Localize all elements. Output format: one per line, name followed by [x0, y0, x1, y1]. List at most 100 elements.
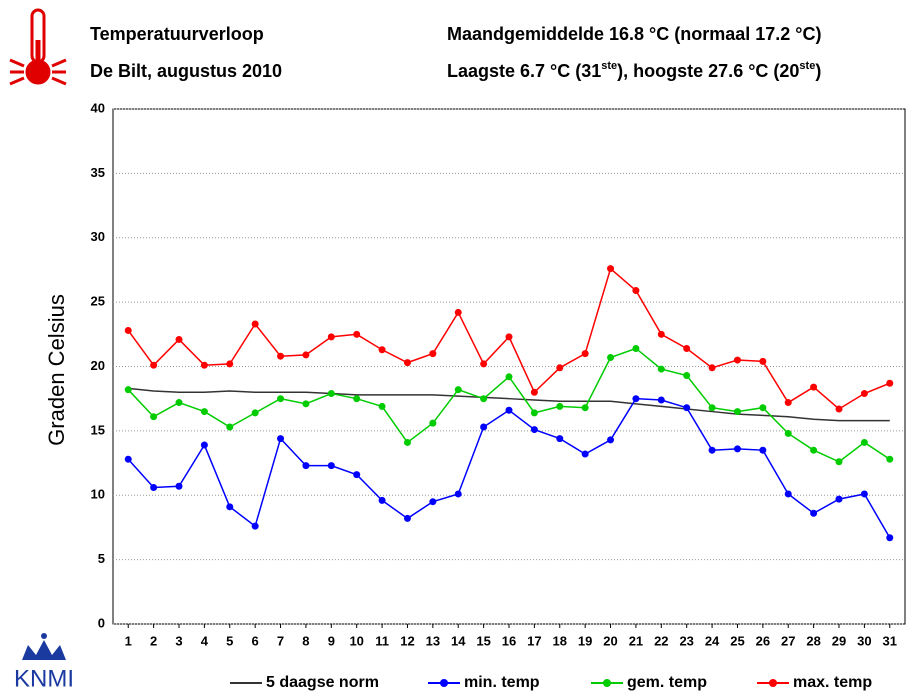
data-point: [607, 265, 614, 272]
data-point: [836, 458, 843, 465]
y-tick-label: 40: [91, 100, 105, 115]
legend-marker: [769, 679, 777, 687]
data-point: [277, 353, 284, 360]
data-point: [277, 435, 284, 442]
data-point: [150, 413, 157, 420]
x-tick-label: 23: [679, 633, 693, 648]
data-point: [683, 345, 690, 352]
data-point: [480, 360, 487, 367]
data-point: [480, 395, 487, 402]
x-tick-label: 12: [400, 633, 414, 648]
x-tick-label: 31: [883, 633, 897, 648]
legend-label: gem. temp: [627, 674, 707, 691]
data-point: [328, 333, 335, 340]
data-point: [861, 390, 868, 397]
y-tick-label: 15: [91, 422, 105, 437]
data-point: [810, 384, 817, 391]
data-point: [328, 390, 335, 397]
data-point: [150, 484, 157, 491]
x-tick-label: 18: [553, 633, 567, 648]
data-point: [531, 409, 538, 416]
x-tick-label: 27: [781, 633, 795, 648]
chart-title: Temperatuurverloop: [90, 24, 264, 44]
data-point: [683, 372, 690, 379]
data-point: [506, 333, 513, 340]
x-tick-label: 2: [150, 633, 157, 648]
x-tick-label: 11: [375, 633, 389, 648]
x-tick-label: 30: [857, 633, 871, 648]
legend-label: 5 daagse norm: [266, 674, 379, 691]
data-point: [429, 350, 436, 357]
data-point: [480, 424, 487, 431]
data-point: [861, 490, 868, 497]
data-point: [582, 404, 589, 411]
data-point: [785, 399, 792, 406]
knmi-crown: [22, 633, 66, 660]
data-point: [328, 462, 335, 469]
data-point: [176, 483, 183, 490]
data-point: [709, 404, 716, 411]
data-point: [506, 407, 513, 414]
info-line: Maandgemiddelde 16.8 °C (normaal 17.2 °C…: [447, 24, 822, 44]
data-point: [607, 436, 614, 443]
data-point: [734, 445, 741, 452]
x-tick-label: 19: [578, 633, 592, 648]
x-tick-label: 6: [252, 633, 259, 648]
x-tick-label: 15: [476, 633, 490, 648]
data-point: [759, 404, 766, 411]
y-tick-label: 35: [91, 165, 105, 180]
data-point: [455, 490, 462, 497]
data-point: [556, 435, 563, 442]
data-point: [226, 503, 233, 510]
data-point: [531, 426, 538, 433]
data-point: [759, 358, 766, 365]
legend-marker: [603, 679, 611, 687]
x-tick-label: 29: [832, 633, 846, 648]
x-tick-label: 10: [349, 633, 363, 648]
data-point: [150, 362, 157, 369]
data-point: [886, 456, 893, 463]
legend-item: gem. temp: [591, 674, 707, 691]
data-point: [429, 498, 436, 505]
thermometer-icon: [10, 10, 66, 84]
info-part: ): [815, 61, 821, 81]
x-tick-label: 7: [277, 633, 284, 648]
data-point: [201, 408, 208, 415]
data-point: [125, 456, 132, 463]
data-point: [531, 389, 538, 396]
data-point: [226, 424, 233, 431]
x-tick-label: 28: [806, 633, 820, 648]
data-point: [506, 373, 513, 380]
x-tick-label: 4: [201, 633, 209, 648]
info-part: Laagste 6.7 °C (31: [447, 61, 601, 81]
data-point: [379, 403, 386, 410]
series-line: [128, 348, 890, 461]
data-point: [277, 395, 284, 402]
x-tick-label: 21: [629, 633, 643, 648]
x-tick-label: 3: [175, 633, 182, 648]
data-point: [607, 354, 614, 361]
x-tick-label: 9: [328, 633, 335, 648]
data-point: [176, 336, 183, 343]
data-point: [404, 359, 411, 366]
y-tick-label: 25: [91, 294, 105, 309]
y-tick-label: 30: [91, 229, 105, 244]
legend-label: min. temp: [464, 674, 540, 691]
x-tick-label: 17: [527, 633, 541, 648]
data-point: [176, 399, 183, 406]
page: Temperatuurverloop De Bilt, augustus 201…: [0, 0, 908, 695]
data-point: [810, 447, 817, 454]
legend-item: min. temp: [428, 674, 540, 691]
x-tick-label: 5: [226, 633, 233, 648]
data-point: [302, 462, 309, 469]
data-point: [556, 364, 563, 371]
y-tick-label: 5: [98, 551, 105, 566]
data-point: [302, 351, 309, 358]
data-point: [379, 346, 386, 353]
info-sup: ste: [799, 60, 815, 72]
data-point: [125, 327, 132, 334]
data-point: [632, 345, 639, 352]
data-point: [836, 405, 843, 412]
data-point: [556, 403, 563, 410]
data-point: [379, 497, 386, 504]
